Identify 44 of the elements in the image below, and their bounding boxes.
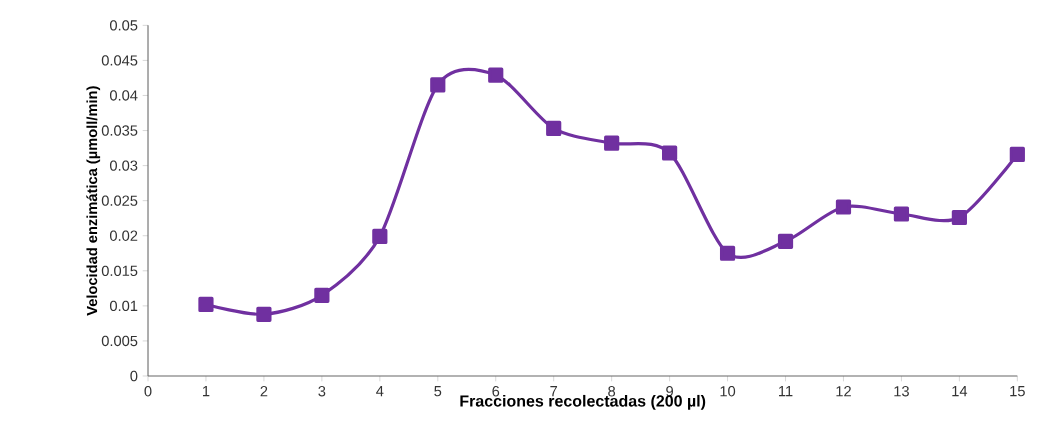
x-tick-label: 2 bbox=[260, 386, 268, 397]
y-tick-label: 0.015 bbox=[101, 265, 138, 276]
x-tick-label: 14 bbox=[952, 386, 968, 397]
y-tick-label: 0.05 bbox=[109, 20, 138, 31]
y-tick-label: 0.01 bbox=[109, 300, 138, 312]
x-tick-label: 5 bbox=[434, 386, 442, 397]
y-tick-label: 0.02 bbox=[109, 230, 138, 241]
x-tick-label: 8 bbox=[608, 386, 616, 397]
x-tick-label: 13 bbox=[894, 386, 909, 397]
x-axis-title: Fracciones recolectadas (200 µl) bbox=[460, 394, 706, 410]
point bbox=[546, 120, 562, 137]
point bbox=[777, 233, 794, 249]
point bbox=[951, 209, 967, 226]
point bbox=[372, 228, 388, 245]
x-tick-label: 6 bbox=[492, 386, 500, 397]
y-tick-label: 0.035 bbox=[101, 125, 138, 136]
point bbox=[719, 245, 736, 261]
y-tick-label: 0.03 bbox=[109, 160, 138, 171]
x-tick-label: 0 bbox=[144, 386, 152, 397]
point bbox=[488, 67, 504, 83]
y-tick-label: 0.025 bbox=[101, 195, 138, 206]
point bbox=[604, 135, 620, 151]
point bbox=[430, 77, 446, 93]
point bbox=[198, 296, 214, 313]
x-tick-label: 10 bbox=[720, 386, 736, 397]
x-tick-label: 12 bbox=[836, 386, 851, 397]
point bbox=[893, 206, 910, 222]
point bbox=[314, 287, 330, 303]
point bbox=[256, 306, 272, 322]
point bbox=[662, 145, 678, 161]
x-tick-label: 11 bbox=[779, 386, 793, 397]
point bbox=[1009, 146, 1025, 162]
y-tick-label: 0.045 bbox=[101, 55, 138, 66]
x-tick-label: 15 bbox=[1010, 386, 1025, 397]
y-tick-label: 0 bbox=[130, 370, 138, 382]
y-tick-label: 0.005 bbox=[101, 335, 138, 347]
x-tick-label: 9 bbox=[666, 386, 673, 397]
x-tick-label: 3 bbox=[318, 386, 326, 397]
y-axis-title: Velocidad enzimática (µmoll/min) bbox=[86, 86, 101, 316]
point bbox=[835, 199, 852, 215]
y-tick-label: 0.04 bbox=[109, 90, 138, 101]
x-tick-label: 1 bbox=[202, 386, 210, 397]
x-tick-label: 7 bbox=[550, 386, 558, 397]
x-tick-label: 4 bbox=[376, 386, 384, 397]
